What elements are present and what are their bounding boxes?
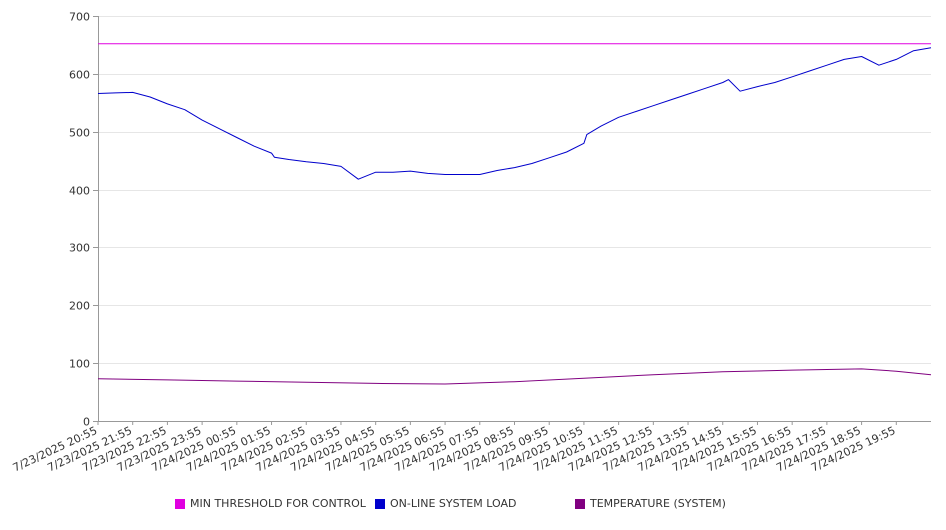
y-tick-label: 300 [69,242,90,255]
y-tick-labels: 0 100 200 300 400 500 600 700 [69,11,90,429]
legend-label: MIN THRESHOLD FOR CONTROL [190,497,366,510]
legend-label: TEMPERATURE (SYSTEM) [590,497,726,510]
y-tick-label: 100 [69,358,90,371]
legend-swatch [375,498,385,509]
legend-item: TEMPERATURE (SYSTEM) [575,497,726,510]
axes [93,16,931,425]
grid-lines [98,16,931,364]
y-tick-label: 600 [69,69,90,82]
legend-label: ON-LINE SYSTEM LOAD [390,497,517,510]
y-tick-label: 700 [69,11,90,24]
y-tick-label: 0 [83,416,90,429]
y-tick-label: 400 [69,185,90,198]
legend-item: MIN THRESHOLD FOR CONTROL [175,497,366,510]
legend-item: ON-LINE SYSTEM LOAD [375,497,516,510]
series-line-temperature-system [97,368,932,385]
series-line-on-line-system-load [97,47,932,180]
legend-swatch [175,498,185,509]
y-tick-label: 200 [69,300,90,313]
y-tick-label: 500 [69,127,90,140]
series-lines [97,43,932,385]
x-tick-labels: 7/23/2025 20:557/23/2025 21:557/23/2025 … [11,424,898,474]
legend-swatch [575,498,585,509]
legend: MIN THRESHOLD FOR CONTROL ON-LINE SYSTEM … [0,497,946,515]
